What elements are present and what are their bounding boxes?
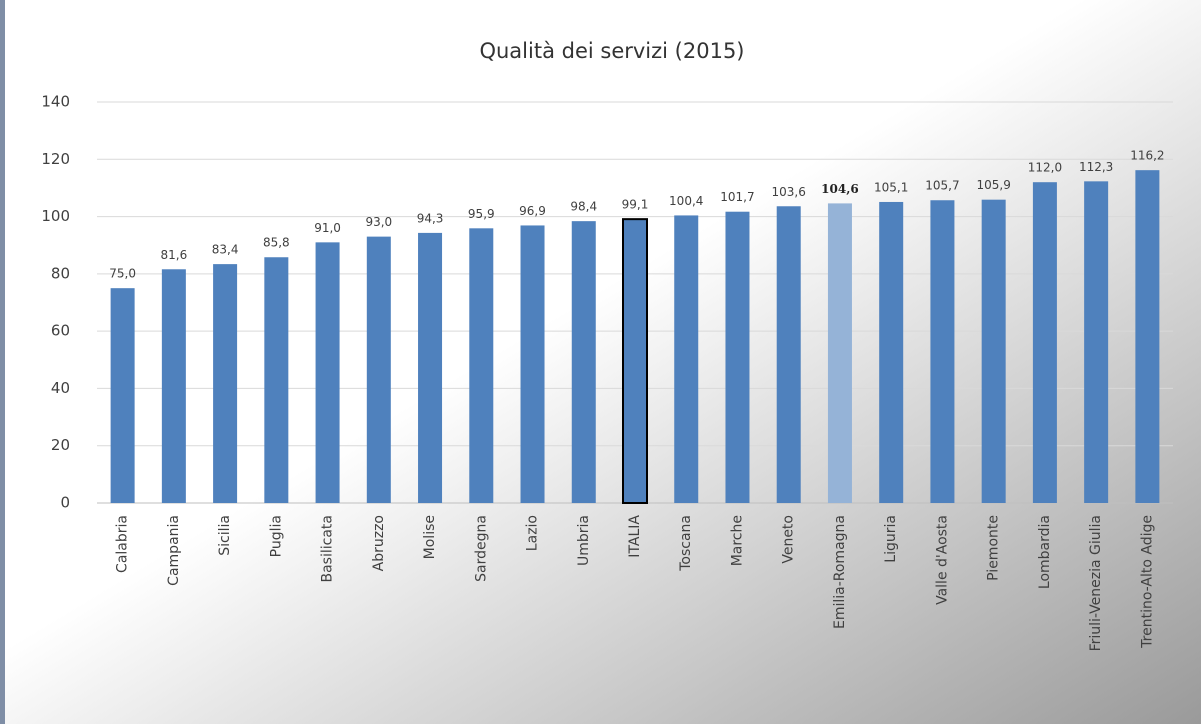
- x-tick-label: Basilicata: [320, 515, 336, 583]
- y-tick-label: 100: [41, 207, 70, 225]
- bar: [366, 236, 391, 503]
- x-tick-label: Molise: [422, 515, 438, 559]
- x-tick-label: ITALIA: [627, 515, 643, 558]
- bar: [725, 211, 750, 503]
- y-tick-label: 120: [41, 150, 70, 168]
- value-label: 94,3: [417, 211, 444, 225]
- y-tick-label: 0: [60, 494, 70, 512]
- x-tick-label: Liguria: [883, 515, 899, 563]
- y-tick-label: 140: [41, 93, 70, 111]
- y-tick-label: 60: [51, 322, 70, 340]
- value-label: 103,6: [772, 185, 806, 199]
- y-tick-label: 40: [51, 379, 70, 397]
- value-label: 112,3: [1079, 160, 1113, 174]
- bar: [520, 225, 545, 503]
- x-tick-label: Marche: [729, 515, 745, 566]
- bar: [1135, 170, 1160, 504]
- value-label: 105,1: [874, 180, 908, 194]
- value-label: 83,4: [212, 243, 239, 257]
- bar: [827, 203, 852, 503]
- value-label: 98,4: [570, 200, 597, 214]
- bar: [674, 215, 699, 503]
- x-tick-label: Toscana: [678, 515, 694, 572]
- value-label: 100,4: [669, 194, 703, 208]
- x-tick-label: Veneto: [781, 515, 797, 564]
- bar: [213, 264, 238, 503]
- value-label: 93,0: [365, 215, 392, 229]
- bar: [315, 242, 340, 503]
- x-tick-label: Sicilia: [217, 515, 233, 556]
- y-tick-label: 20: [51, 436, 70, 454]
- value-label: 85,8: [263, 236, 290, 250]
- x-tick-label: Valle d'Aosta: [934, 515, 950, 605]
- value-label: 91,0: [314, 221, 341, 235]
- x-tick-label: Umbria: [576, 515, 592, 566]
- value-label: 81,6: [160, 248, 187, 262]
- x-tick-label: Calabria: [115, 515, 131, 573]
- bar: [418, 232, 443, 503]
- value-label: 112,0: [1028, 161, 1062, 175]
- y-tick-label: 80: [51, 264, 70, 282]
- x-tick-label: Lazio: [525, 515, 541, 551]
- bar: [469, 228, 494, 503]
- value-label: 101,7: [720, 190, 754, 204]
- chart-title: Qualità dei servizi (2015): [479, 39, 744, 63]
- bar: [1084, 181, 1109, 504]
- bar: [110, 288, 135, 503]
- x-tick-label: Abruzzo: [371, 515, 387, 571]
- value-label: 75,0: [109, 267, 136, 281]
- bar: [879, 201, 904, 504]
- x-tick-label: Sardegna: [473, 515, 489, 582]
- side-bar: [0, 0, 5, 724]
- bar: [776, 206, 801, 503]
- x-tick-label: Campania: [166, 515, 182, 586]
- bar: [622, 218, 648, 504]
- bar: [1032, 182, 1057, 503]
- bar: [264, 257, 289, 503]
- x-tick-label: Puglia: [268, 515, 284, 557]
- x-tick-label: Piemonte: [986, 515, 1002, 581]
- value-label: 95,9: [468, 207, 495, 221]
- bar: [981, 199, 1006, 503]
- value-label: 105,9: [976, 178, 1010, 192]
- x-tick-label: Lombardia: [1037, 515, 1053, 589]
- bar: [930, 200, 955, 503]
- x-tick-label: Emilia-Romagna: [832, 515, 848, 629]
- bar: [571, 221, 596, 503]
- value-label: 96,9: [519, 204, 546, 218]
- value-label: 116,2: [1130, 149, 1164, 163]
- value-label: 104,6: [821, 182, 859, 196]
- bar: [161, 269, 186, 503]
- x-tick-label: Friuli-Venezia Giulia: [1088, 515, 1104, 651]
- value-label: 105,7: [925, 179, 959, 193]
- x-tick-label: Trentino-Alto Adige: [1139, 515, 1155, 649]
- value-label: 99,1: [622, 198, 649, 212]
